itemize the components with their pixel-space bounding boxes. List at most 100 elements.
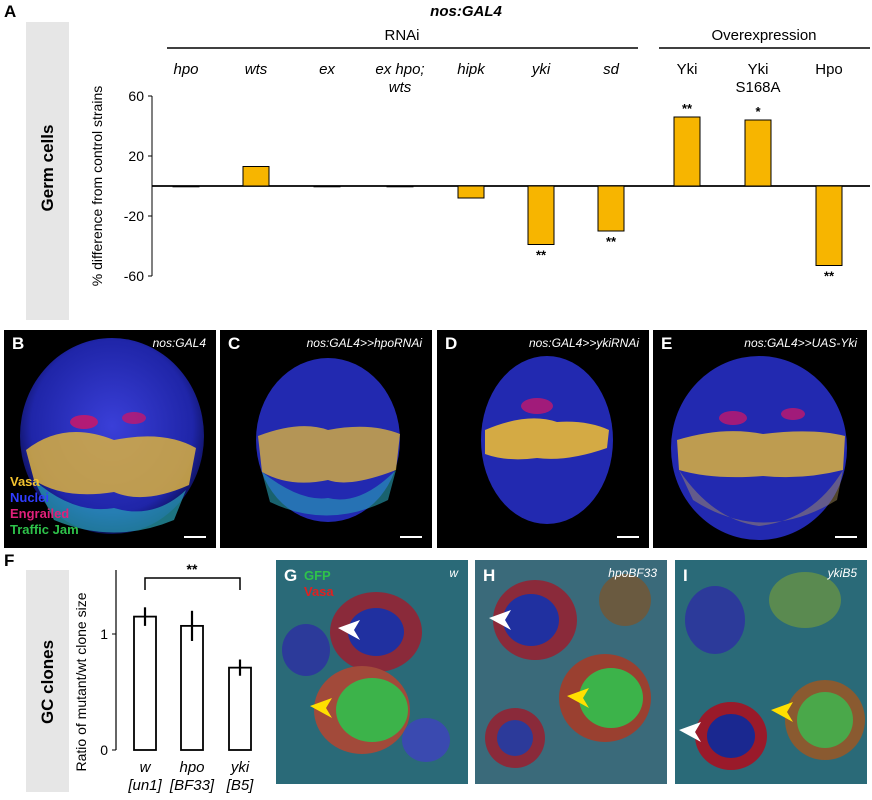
significance-marker: **	[606, 234, 617, 249]
x-label: hpo	[179, 759, 204, 776]
significance-bracket	[144, 577, 241, 590]
x-label-allele: [un1]	[127, 777, 162, 794]
white-arrowhead	[489, 610, 511, 630]
testis-image-d	[481, 356, 613, 524]
micrograph-d: D nos:GAL4>>ykiRNAi	[437, 330, 649, 548]
y-tick-label: -60	[124, 268, 144, 284]
category-label: hipk	[457, 61, 486, 78]
yellow-arrowhead	[310, 698, 332, 718]
bar-yki	[527, 185, 555, 245]
bar-ex	[313, 185, 341, 188]
category-label: Yki	[677, 61, 698, 78]
bar	[228, 666, 252, 751]
micrograph-g: G GFP Vasa w	[276, 560, 468, 784]
y-tick-label: 0	[100, 742, 108, 758]
panel-letter-f: F	[4, 551, 15, 570]
clone-image-i	[675, 560, 867, 784]
micrograph-e: E nos:GAL4>>UAS-Yki	[653, 330, 867, 548]
gc-clones-tab	[26, 570, 69, 792]
panel-letter-b: B	[12, 334, 25, 353]
legend-vasa: Vasa	[304, 584, 334, 599]
y-tick-label: 1	[100, 626, 108, 642]
micrograph-b: B nos:GAL4 Vasa Nuclei Engrailed Traffic…	[4, 330, 216, 548]
scale-bar	[617, 536, 639, 538]
caption-i: ykiB5	[827, 566, 857, 580]
significance-marker: *	[755, 104, 761, 119]
testis-image-b	[20, 338, 204, 534]
caption-g: w	[449, 566, 458, 580]
bar-yki-s168a	[744, 119, 772, 187]
gc-clones-label: GC clones	[38, 639, 57, 725]
panel-letter-c: C	[228, 334, 241, 353]
legend-vasa: Vasa	[10, 474, 40, 489]
white-arrowhead	[679, 722, 701, 742]
x-label-allele: [B5]	[226, 777, 255, 794]
bar	[180, 624, 204, 751]
category-label: Hpo	[815, 61, 843, 78]
category-label: hpo	[173, 61, 198, 78]
panel-letter-g: G	[284, 566, 298, 585]
y-axis-label: % difference from control strains	[89, 86, 105, 287]
legend-gfp: GFP	[304, 568, 331, 583]
category-label: wts	[245, 61, 268, 78]
caption-b: nos:GAL4	[152, 336, 206, 350]
category-label: Yki	[748, 61, 769, 78]
y-tick-label: 60	[128, 88, 144, 104]
micrograph-h: H hpoBF33	[475, 560, 667, 784]
bar-hpo	[815, 185, 843, 266]
caption-d: nos:GAL4>>ykiRNAi	[528, 336, 639, 350]
panel-letter-a: A	[4, 2, 17, 21]
legend-engrailed: Engrailed	[10, 506, 70, 521]
micrograph-c: C nos:GAL4>>hpoRNAi	[220, 330, 432, 548]
category-label: S168A	[735, 79, 780, 96]
category-label: sd	[603, 61, 620, 78]
germ-cells-label: Germ cells	[38, 124, 57, 212]
caption-e: nos:GAL4>>UAS-Yki	[744, 336, 857, 350]
white-arrowhead	[338, 620, 360, 640]
x-label: yki	[230, 759, 250, 776]
scale-bar	[400, 536, 422, 538]
yellow-arrowhead	[567, 688, 589, 708]
y-tick-label: 20	[128, 148, 144, 164]
category-label: wts	[389, 79, 412, 96]
category-label: ex hpo;	[375, 61, 424, 78]
bar	[133, 615, 157, 751]
caption-c: nos:GAL4>>hpoRNAi	[306, 336, 422, 350]
significance-marker: **	[824, 269, 835, 284]
bar-ex-hpo-wts	[386, 185, 414, 188]
micrograph-i: I ykiB5	[675, 560, 867, 784]
bar-yki	[673, 116, 701, 187]
bar-hpo	[172, 185, 200, 188]
significance-marker: **	[536, 248, 547, 263]
panel-letter-i: I	[683, 566, 688, 585]
legend-traffic-jam: Traffic Jam	[10, 522, 79, 537]
significance-marker: **	[187, 561, 198, 577]
bar-hipk	[457, 185, 485, 199]
legend-nuclei: Nuclei	[10, 490, 50, 505]
rnai-group-header: RNAi	[384, 27, 419, 44]
clone-image-h	[475, 560, 667, 784]
panel-f-bar-chart: Ratio of mutant/wt clone size 1 0 ** w[u…	[73, 561, 255, 794]
significance-marker: **	[682, 101, 693, 116]
testis-image-c	[256, 358, 400, 522]
overexpression-group-header: Overexpression	[711, 27, 816, 44]
bar-sd	[597, 185, 625, 232]
x-label: w	[140, 759, 152, 776]
panel-letter-h: H	[483, 566, 496, 585]
yellow-arrowhead	[771, 702, 793, 722]
caption-h: hpoBF33	[608, 566, 657, 580]
y-tick-label: -20	[124, 208, 144, 224]
figure-title: nos:GAL4	[430, 3, 502, 20]
germ-cells-tab	[26, 22, 69, 320]
category-label: ex	[319, 61, 335, 78]
x-label-allele: [BF33]	[169, 777, 215, 794]
category-label: yki	[531, 61, 551, 78]
y-axis-label: Ratio of mutant/wt clone size	[73, 592, 89, 771]
bar-wts	[242, 166, 270, 187]
panel-letter-d: D	[445, 334, 458, 353]
scale-bar	[184, 536, 206, 538]
panel-a-bar-chart: nos:GAL4 RNAi Overexpression hpo wts ex ex …	[89, 3, 870, 287]
testis-image-e	[671, 356, 847, 540]
clone-image-g	[276, 560, 468, 784]
panel-letter-e: E	[661, 334, 673, 353]
